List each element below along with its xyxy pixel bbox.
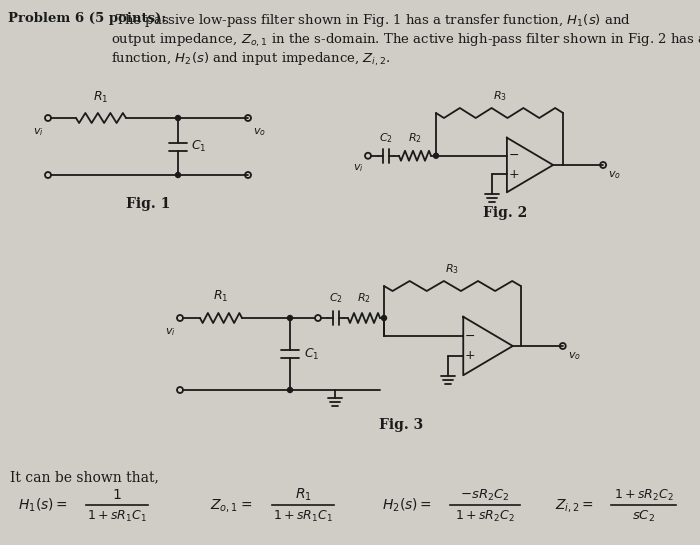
Text: −: − [465,330,475,343]
Text: $1+sR_2C_2$: $1+sR_2C_2$ [455,508,515,524]
Text: −: − [509,149,519,162]
Text: +: + [509,168,519,181]
Text: $v_o$: $v_o$ [568,350,581,362]
Circle shape [288,316,293,320]
Circle shape [288,387,293,392]
Text: $C_1$: $C_1$ [304,347,319,361]
Text: Fig. 2: Fig. 2 [484,206,528,220]
Text: $v_i$: $v_i$ [165,326,176,338]
Text: $sC_2$: $sC_2$ [632,508,655,524]
Text: $Z_{o,1} =$: $Z_{o,1} =$ [210,496,252,513]
Text: $R_3$: $R_3$ [445,262,459,276]
Text: $1+sR_1C_1$: $1+sR_1C_1$ [87,508,147,524]
Text: $v_i$: $v_i$ [354,162,364,174]
Text: It can be shown that,: It can be shown that, [10,470,159,484]
Text: $1+sR_1C_1$: $1+sR_1C_1$ [273,508,333,524]
Circle shape [176,173,181,178]
Text: +: + [465,349,475,362]
Text: $R_1$: $R_1$ [93,90,108,105]
Text: $v_i$: $v_i$ [34,126,44,138]
Text: The passive low-pass filter shown in Fig. 1 has a transfer function, $H_1(s)$ an: The passive low-pass filter shown in Fig… [111,12,700,68]
Text: Problem 6 (5 points):: Problem 6 (5 points): [8,12,167,25]
Text: $1$: $1$ [112,488,122,502]
Text: $v_o$: $v_o$ [253,126,266,138]
Text: Fig. 3: Fig. 3 [379,418,424,432]
Text: $H_1(s) =$: $H_1(s) =$ [18,496,68,514]
Text: $H_2(s) =$: $H_2(s) =$ [382,496,432,514]
Text: $C_2$: $C_2$ [329,291,343,305]
Text: $R_1$: $R_1$ [214,289,229,304]
Text: Fig. 1: Fig. 1 [126,197,170,211]
Text: $-sR_2C_2$: $-sR_2C_2$ [460,487,510,502]
Text: $R_3$: $R_3$ [493,89,507,103]
Text: $R_2$: $R_2$ [357,291,371,305]
Circle shape [382,316,386,320]
Circle shape [176,116,181,120]
Text: $R_2$: $R_2$ [408,131,422,145]
Text: $R_1$: $R_1$ [295,487,312,503]
Text: $v_o$: $v_o$ [608,169,621,181]
Text: $C_1$: $C_1$ [191,139,206,154]
Circle shape [433,153,438,158]
Text: $Z_{i,2} =$: $Z_{i,2} =$ [555,496,594,513]
Text: $C_2$: $C_2$ [379,131,393,145]
Text: $1+sR_2C_2$: $1+sR_2C_2$ [614,487,673,502]
